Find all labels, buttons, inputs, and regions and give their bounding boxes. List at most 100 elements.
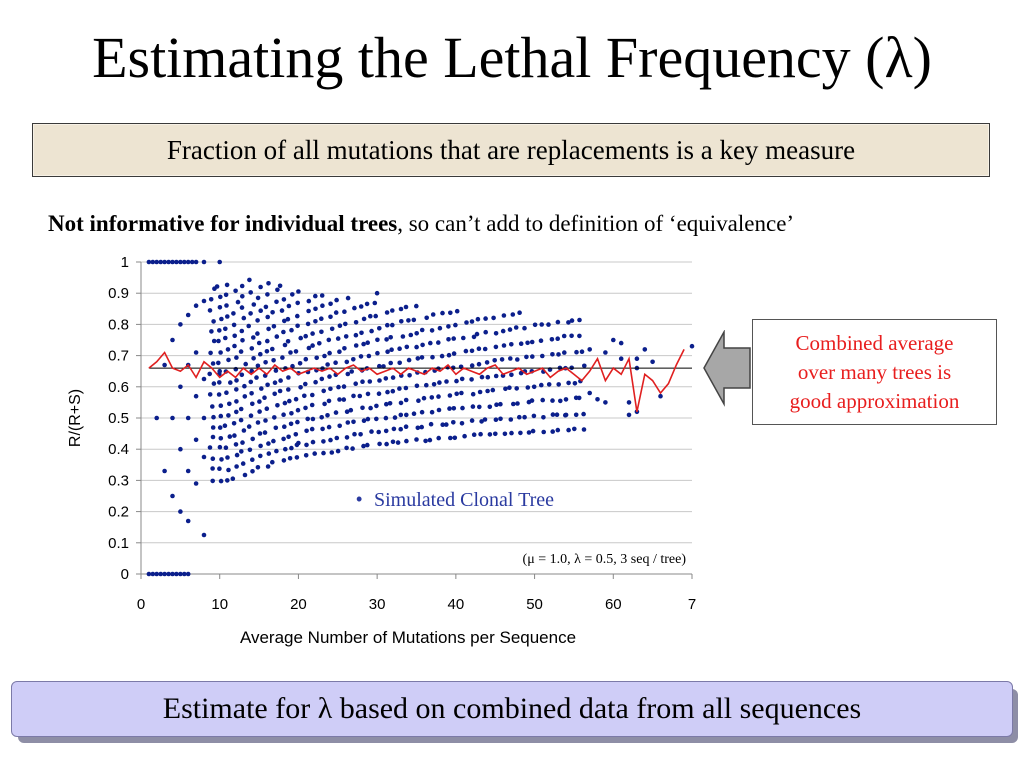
data-point — [326, 337, 332, 343]
data-point — [207, 371, 212, 377]
data-point — [333, 360, 338, 366]
data-point — [341, 397, 347, 402]
data-point — [361, 316, 367, 322]
data-point — [587, 347, 592, 352]
data-point — [440, 422, 446, 428]
data-point — [228, 380, 233, 385]
data-point — [288, 421, 294, 427]
y-tick-label: 0.4 — [108, 441, 129, 458]
data-point — [476, 346, 482, 352]
data-point — [201, 415, 207, 421]
data-point — [556, 382, 561, 387]
data-point — [201, 376, 207, 382]
data-point — [234, 387, 239, 392]
data-point — [464, 320, 469, 325]
data-point — [569, 318, 575, 323]
data-point — [154, 259, 159, 265]
data-point — [539, 322, 544, 327]
data-point — [310, 343, 315, 348]
data-point — [189, 259, 195, 265]
data-point — [522, 325, 527, 331]
data-point — [270, 310, 275, 315]
data-point — [239, 372, 245, 378]
data-point — [193, 259, 199, 265]
data-point — [508, 356, 513, 361]
data-point — [490, 387, 496, 393]
data-point — [351, 419, 356, 425]
data-point — [225, 347, 231, 352]
data-point — [293, 432, 299, 437]
data-point — [416, 398, 421, 404]
data-point — [469, 363, 475, 368]
data-point — [549, 337, 555, 342]
y-tick-label: 0.3 — [108, 472, 129, 489]
data-point — [500, 328, 506, 334]
data-point — [530, 428, 536, 434]
data-point — [525, 385, 531, 390]
data-point — [262, 430, 268, 435]
data-points — [146, 259, 695, 577]
data-point — [234, 409, 239, 415]
data-point — [240, 338, 245, 343]
data-point — [265, 292, 270, 297]
data-point — [182, 571, 187, 577]
data-point — [170, 571, 175, 577]
data-point — [295, 313, 300, 319]
data-point — [377, 441, 382, 447]
data-point — [250, 457, 255, 463]
data-point — [572, 381, 578, 386]
data-point — [223, 335, 228, 341]
data-point — [224, 303, 229, 308]
data-point — [211, 381, 217, 386]
data-point — [358, 354, 364, 359]
data-point — [255, 318, 260, 323]
data-point — [388, 360, 394, 366]
data-point — [217, 328, 222, 333]
data-point — [415, 356, 421, 361]
data-point — [539, 382, 544, 388]
data-point — [282, 424, 287, 430]
data-point — [329, 326, 335, 332]
data-point — [287, 456, 293, 461]
data-point — [232, 433, 237, 438]
data-point — [611, 337, 616, 343]
data-point — [390, 388, 396, 394]
data-point — [231, 311, 236, 316]
data-point — [239, 283, 245, 289]
callout-line: Combined average — [795, 330, 954, 355]
data-point — [448, 310, 453, 316]
data-point — [478, 431, 483, 437]
data-point — [414, 437, 419, 442]
data-point — [576, 395, 582, 401]
data-point — [348, 407, 354, 413]
data-point — [266, 281, 271, 286]
data-point — [303, 405, 308, 411]
data-point — [217, 444, 223, 450]
data-point — [427, 437, 433, 443]
data-point — [403, 424, 409, 430]
data-point — [265, 464, 271, 469]
data-point — [226, 467, 231, 473]
data-point — [509, 430, 514, 436]
data-point — [178, 384, 183, 390]
data-point — [550, 429, 555, 434]
data-point — [384, 337, 389, 342]
data-point — [266, 326, 271, 332]
data-point — [429, 328, 435, 333]
data-point — [498, 401, 503, 407]
data-point — [193, 393, 199, 399]
data-point — [538, 338, 544, 344]
data-point — [270, 346, 275, 352]
data-point — [404, 344, 410, 350]
data-point — [353, 381, 359, 387]
data-point — [384, 401, 389, 407]
data-point — [522, 414, 527, 420]
data-point — [239, 305, 245, 310]
data-point — [247, 447, 253, 453]
data-point — [470, 404, 476, 409]
axes — [140, 262, 692, 575]
data-point — [201, 532, 207, 538]
data-point — [238, 349, 244, 354]
data-point — [240, 461, 246, 466]
